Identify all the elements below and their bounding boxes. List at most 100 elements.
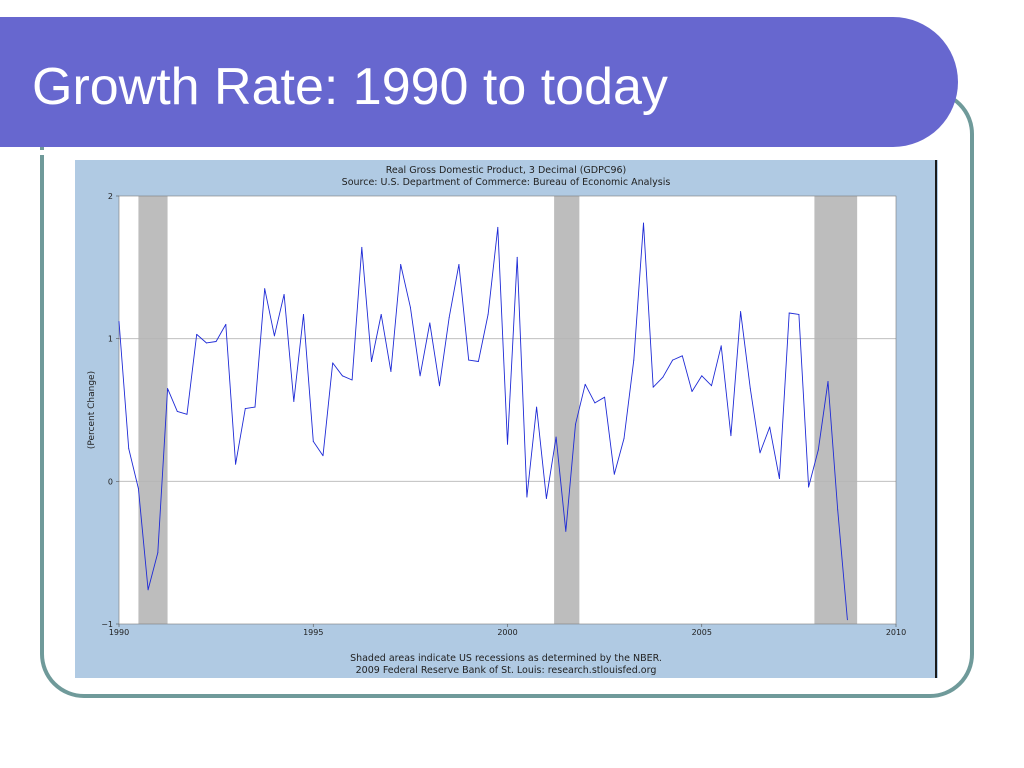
data-point — [759, 452, 761, 454]
data-point — [633, 359, 635, 361]
data-point — [788, 312, 790, 314]
gdp-growth-chart: Real Gross Domestic Product, 3 Decimal (… — [87, 165, 906, 676]
data-point — [555, 436, 557, 438]
data-point — [429, 322, 431, 324]
data-point — [749, 388, 751, 390]
data-point — [167, 388, 169, 390]
chart-footnote-recessions: Shaded areas indicate US recessions as d… — [350, 653, 662, 664]
data-point — [186, 413, 188, 415]
x-tick-label: 1995 — [303, 628, 323, 637]
data-point — [332, 362, 334, 364]
data-point — [458, 264, 460, 265]
data-point — [264, 288, 266, 290]
data-point — [613, 473, 615, 475]
data-point — [720, 345, 722, 347]
data-point — [808, 486, 810, 488]
plot-area — [119, 196, 896, 624]
data-point — [827, 381, 829, 382]
y-tick-labels: −1 0 1 2 — [101, 192, 119, 629]
data-point — [147, 589, 149, 591]
data-point — [371, 361, 372, 362]
data-point — [837, 509, 839, 511]
data-point — [254, 406, 256, 408]
data-point — [623, 438, 625, 439]
data-point — [128, 448, 130, 449]
data-point — [711, 385, 712, 387]
data-point — [545, 498, 547, 499]
data-point — [351, 379, 353, 381]
data-point — [196, 333, 198, 335]
recession-band — [814, 196, 858, 624]
data-point — [448, 316, 450, 318]
data-point — [409, 306, 411, 308]
data-point — [584, 383, 586, 385]
data-point — [516, 256, 518, 258]
chart-panel: Real Gross Domestic Product, 3 Decimal (… — [75, 160, 938, 678]
data-point — [691, 391, 693, 392]
data-point — [846, 619, 848, 621]
data-point — [701, 375, 703, 377]
data-point — [575, 423, 576, 425]
title-underline — [0, 150, 908, 155]
data-point — [400, 264, 402, 265]
data-point — [303, 313, 304, 315]
data-point — [225, 323, 227, 325]
data-point — [341, 375, 343, 377]
data-point — [293, 400, 295, 402]
chart-panel-edge — [935, 160, 937, 678]
chart-title: Real Gross Domestic Product, 3 Decimal (… — [386, 165, 627, 176]
y-tick-label: 0 — [108, 477, 113, 486]
series-layer — [118, 222, 848, 621]
data-point — [798, 313, 800, 315]
data-point — [273, 335, 275, 337]
data-point — [565, 530, 567, 532]
data-point — [312, 440, 314, 442]
data-point — [779, 478, 780, 479]
chart-footnote-source: 2009 Federal Reserve Bank of St. Louis: … — [356, 665, 657, 676]
data-point — [526, 496, 528, 498]
data-point — [730, 435, 732, 437]
x-tick-label: 2010 — [886, 628, 906, 637]
data-point — [681, 355, 683, 357]
data-point — [361, 246, 363, 248]
x-tick-label: 1990 — [109, 628, 129, 637]
data-point — [390, 371, 392, 372]
data-point — [283, 293, 285, 295]
y-tick-label: −1 — [101, 620, 113, 629]
data-point — [740, 311, 742, 313]
data-point — [652, 386, 654, 388]
data-point — [215, 341, 217, 342]
series-line — [118, 222, 848, 620]
data-point — [205, 342, 207, 344]
recession-bands — [138, 196, 858, 624]
data-point — [176, 410, 178, 412]
data-point — [380, 313, 382, 315]
y-tick-label: 1 — [108, 335, 113, 344]
x-tick-labels: 1990 1995 2000 2005 2010 — [109, 624, 906, 637]
data-point — [244, 408, 246, 410]
data-point — [118, 321, 120, 322]
data-point — [487, 313, 489, 315]
data-point — [817, 449, 819, 451]
data-point — [497, 226, 499, 228]
recession-band — [554, 196, 580, 624]
x-tick-label: 2000 — [497, 628, 517, 637]
data-point — [137, 488, 139, 489]
title-banner: Growth Rate: 1990 to today — [0, 17, 958, 155]
y-axis-label: (Percent Change) — [87, 371, 97, 449]
recession-band — [138, 196, 168, 624]
data-point — [604, 396, 606, 398]
data-point — [769, 426, 771, 428]
x-tick-label: 2005 — [692, 628, 712, 637]
data-point — [419, 375, 421, 377]
data-point — [507, 443, 508, 445]
data-point — [477, 361, 479, 362]
data-point — [468, 359, 470, 361]
data-point — [643, 222, 644, 224]
y-tick-label: 2 — [108, 192, 113, 201]
data-point — [672, 359, 674, 361]
data-point — [662, 376, 664, 378]
data-point — [235, 463, 236, 465]
data-point — [536, 406, 538, 408]
data-point — [157, 552, 159, 554]
